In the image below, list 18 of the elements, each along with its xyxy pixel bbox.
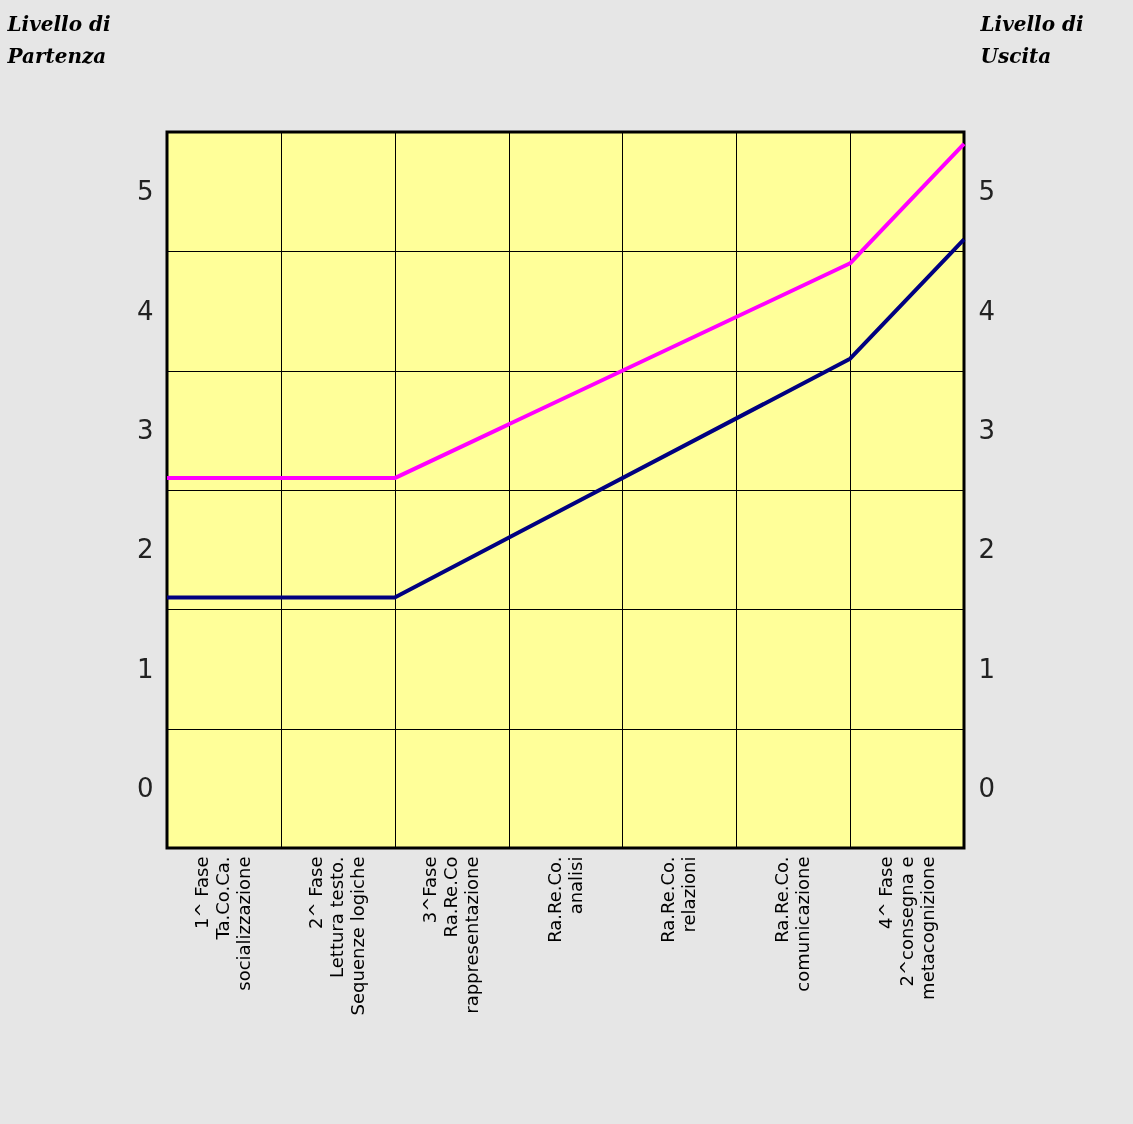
y-tick-label: 3 <box>136 414 154 445</box>
y2-axis-title: Livello di Uscita <box>979 11 1084 68</box>
y-tick-label: 1 <box>136 653 154 684</box>
x-tick-label: 3^Fase Ra.Re.Co rappresentazione <box>419 856 483 1014</box>
y-tick-label: 0 <box>136 772 154 803</box>
y2-tick-label: 2 <box>978 534 996 565</box>
y2-tick-label: 4 <box>978 295 996 326</box>
x-tick-label: Ra.Re.Co. analisi <box>543 856 586 943</box>
x-tick-label: 1^ Fase Ta.Co.Ca. socializzazione <box>191 856 255 991</box>
y-tick-label: 5 <box>136 176 154 207</box>
y2-tick-label: 3 <box>978 414 996 445</box>
y-tick-label: 4 <box>136 295 154 326</box>
y-tick-label: 2 <box>136 534 154 565</box>
x-tick-label: Ra.Re.Co. relazioni <box>657 856 700 943</box>
y2-tick-label: 1 <box>978 653 996 684</box>
y-axis-title: Livello di Partenza <box>6 11 111 68</box>
y2-tick-label: 5 <box>978 176 996 207</box>
y2-tick-label: 0 <box>978 772 996 803</box>
